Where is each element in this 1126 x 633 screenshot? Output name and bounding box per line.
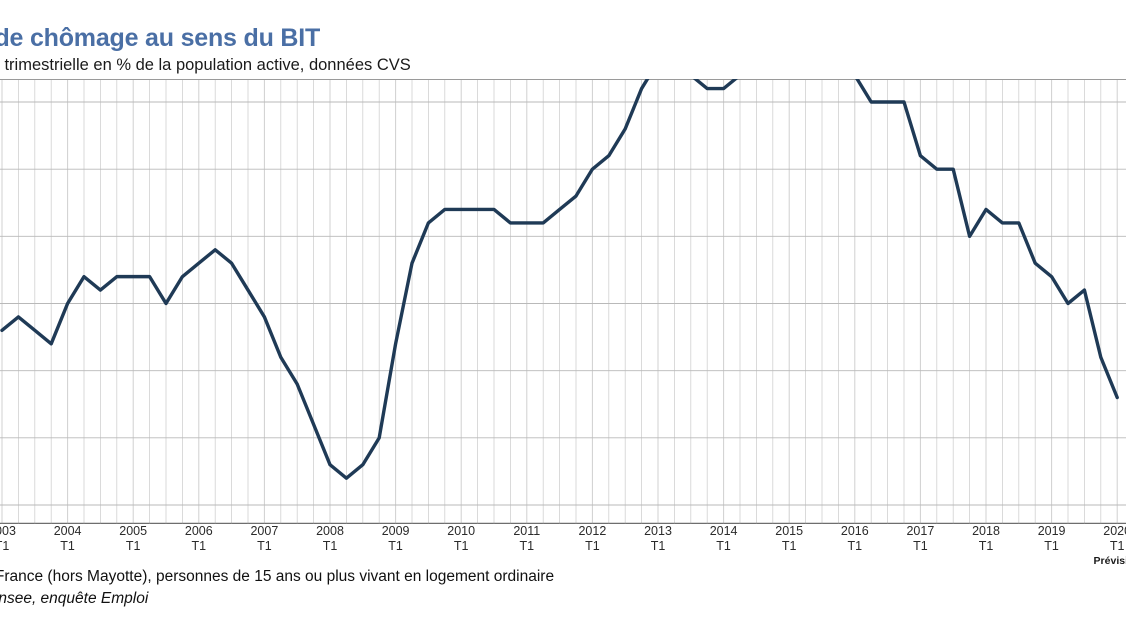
- x-tick-year: 2009: [381, 524, 410, 538]
- x-tick-year: 2019: [1037, 524, 1066, 538]
- x-tick-quarter: T1: [0, 539, 10, 553]
- x-axis-ticks: [1, 523, 1118, 524]
- x-tick-2013: 2013 T1: [628, 524, 688, 554]
- x-tick-2015: 2015 T1: [759, 524, 819, 554]
- x-tick-2016: 2016 T1: [825, 524, 885, 554]
- x-tick-year: 2007: [250, 524, 279, 538]
- x-tick-year: 2013: [644, 524, 672, 538]
- x-tick-quarter: T1: [191, 539, 207, 553]
- x-tick-quarter: T1: [847, 539, 863, 553]
- chart-subtitle: moyenne trimestrielle en % de la populat…: [0, 56, 411, 74]
- x-tick-2006: 2006 T1: [169, 524, 229, 554]
- page-title: Taux de chômage au sens du BIT: [0, 24, 321, 52]
- x-tick-year: 2016: [840, 524, 869, 538]
- x-tick-quarter: T1: [650, 539, 666, 553]
- x-tick-2007: 2007 T1: [234, 524, 294, 554]
- x-tick-year: 2018: [972, 524, 1000, 538]
- x-tick-2018: 2018 T1: [956, 524, 1016, 554]
- x-tick-year: 2004: [53, 524, 82, 538]
- x-tick-quarter: T1: [125, 539, 141, 553]
- x-tick-2008: 2008 T1: [300, 524, 360, 554]
- x-tick-2003: 2003T1: [0, 524, 32, 554]
- x-tick-2004: 2004 T1: [38, 524, 98, 554]
- x-tick-year: 2005: [119, 524, 148, 538]
- plot-area: [0, 79, 1126, 524]
- x-tick-2009: 2009 T1: [366, 524, 426, 554]
- footnotes: Champ : France (hors Mayotte), personnes…: [0, 566, 1126, 610]
- x-tick-quarter: T1: [978, 539, 994, 553]
- x-tick-2017: 2017 T1: [890, 524, 950, 554]
- x-tick-quarter: T1: [453, 539, 469, 553]
- x-tick-quarter: T1: [257, 539, 272, 553]
- x-tick-year: 2003: [0, 524, 16, 538]
- x-tick-quarter: T1: [781, 539, 797, 553]
- vertical-gridlines: [1, 79, 1118, 523]
- x-tick-quarter: T1: [913, 539, 928, 553]
- x-tick-2014: 2014 T1: [694, 524, 754, 554]
- x-tick-year: 2015: [775, 524, 804, 538]
- x-tick-quarter: T1: [1109, 539, 1125, 553]
- x-tick-quarter: T1: [716, 539, 731, 553]
- x-tick-quarter: T1: [519, 539, 535, 553]
- footnote-source: Source : Insee, enquête Emploi: [0, 590, 149, 607]
- x-tick-2012: 2012 T1: [562, 524, 622, 554]
- footnote-scope: Champ : France (hors Mayotte), personnes…: [0, 568, 555, 585]
- x-tick-year: 2014: [709, 524, 738, 538]
- x-tick-quarter: T1: [322, 539, 338, 553]
- x-tick-year: 2017: [906, 524, 935, 538]
- x-tick-2011: 2011 T1: [497, 524, 557, 554]
- x-tick-year: 2008: [316, 524, 344, 538]
- data-series-line: [0, 79, 1119, 480]
- x-tick-year: 2020: [1103, 524, 1126, 538]
- x-tick-2005: 2005 T1: [103, 524, 163, 554]
- axis-frame: [0, 79, 1126, 524]
- x-tick-year: 2006: [184, 524, 213, 538]
- forecast-note: Prévision: [1093, 555, 1126, 567]
- unemployment-line-chart: [0, 79, 1126, 524]
- x-tick-quarter: T1: [60, 539, 75, 553]
- x-tick-quarter: T1: [388, 539, 403, 553]
- x-axis-labels: 2003T12004T12005T12006T12007T12008T12009…: [0, 524, 1126, 570]
- x-tick-year: 2012: [578, 524, 607, 538]
- horizontal-gridlines: [0, 101, 1126, 506]
- x-tick-quarter: T1: [585, 539, 600, 553]
- x-tick-2020: 2020T1 Prévision: [1087, 524, 1126, 569]
- x-tick-year: 2011: [513, 524, 541, 538]
- x-tick-2019: 2019 T1: [1022, 524, 1082, 554]
- x-tick-year: 2010: [447, 524, 476, 538]
- x-tick-quarter: T1: [1044, 539, 1059, 553]
- x-tick-2010: 2010 T1: [431, 524, 491, 554]
